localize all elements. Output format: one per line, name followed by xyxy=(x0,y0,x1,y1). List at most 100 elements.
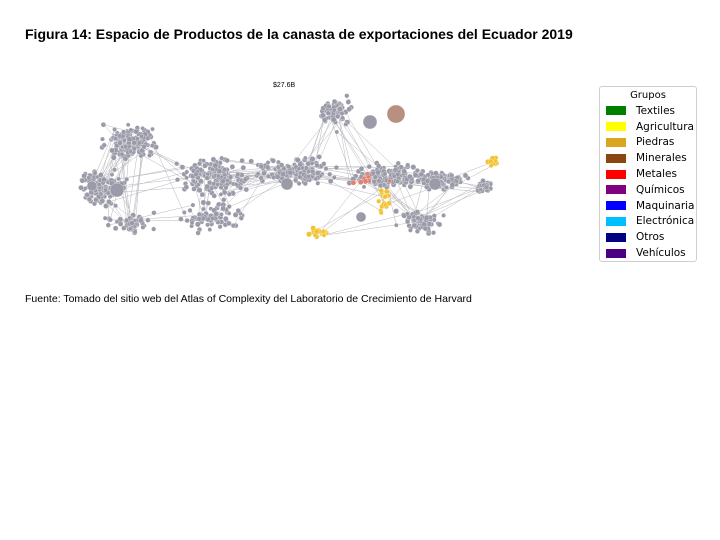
product-node xyxy=(145,217,151,223)
product-node xyxy=(483,184,490,190)
product-node xyxy=(315,180,321,186)
product-node xyxy=(224,157,230,164)
product-node xyxy=(189,220,195,226)
product-node xyxy=(86,180,98,192)
product-node xyxy=(376,163,382,169)
product-node xyxy=(339,111,345,116)
product-node xyxy=(382,194,388,200)
product-node xyxy=(327,171,333,177)
product-node xyxy=(196,211,202,217)
product-node xyxy=(286,164,292,170)
legend-label: Maquinaria xyxy=(636,199,695,212)
product-node xyxy=(387,178,392,184)
product-node xyxy=(371,178,377,185)
product-node xyxy=(109,182,125,198)
network-edge xyxy=(345,111,381,172)
product-node xyxy=(243,186,249,193)
product-node xyxy=(366,164,372,170)
network-edge xyxy=(238,180,281,211)
product-node xyxy=(175,177,180,183)
product-node xyxy=(226,211,232,216)
legend-swatch xyxy=(606,137,626,147)
product-node xyxy=(218,192,224,197)
product-node xyxy=(220,205,226,212)
product-node xyxy=(125,122,131,128)
product-node xyxy=(326,103,332,109)
product-node xyxy=(229,164,236,170)
product-node xyxy=(395,160,401,166)
legend-label: Otros xyxy=(636,231,665,244)
product-node xyxy=(449,182,456,188)
product-node xyxy=(210,166,215,172)
product-node xyxy=(376,178,382,184)
legend-item: Metales xyxy=(600,166,696,182)
product-node xyxy=(121,129,127,135)
product-node xyxy=(109,172,115,177)
product-node xyxy=(128,226,133,232)
product-node xyxy=(133,128,139,135)
product-node xyxy=(83,186,88,191)
product-node xyxy=(210,216,215,221)
network-edge xyxy=(335,122,385,204)
product-node xyxy=(223,215,229,222)
product-node xyxy=(216,168,223,174)
product-node xyxy=(92,170,98,176)
product-node xyxy=(337,106,343,112)
total-export-label: $27.6B xyxy=(273,82,296,89)
product-node xyxy=(418,171,425,178)
product-node xyxy=(365,174,371,180)
product-node xyxy=(340,115,345,121)
product-node xyxy=(313,228,320,235)
product-node xyxy=(255,171,261,177)
product-node xyxy=(226,191,232,197)
product-node xyxy=(124,177,130,182)
product-node xyxy=(110,154,117,161)
product-node xyxy=(232,211,239,218)
product-node xyxy=(335,113,341,119)
product-node xyxy=(199,191,206,198)
product-node xyxy=(98,172,104,178)
legend-label: Piedras xyxy=(636,136,675,149)
network-edge xyxy=(229,174,304,195)
product-node xyxy=(103,187,108,193)
product-node xyxy=(102,215,108,221)
product-node xyxy=(407,183,414,190)
product-node xyxy=(211,181,217,187)
product-node xyxy=(131,140,137,146)
legend-label: Agricultura xyxy=(636,120,694,133)
product-node xyxy=(221,197,227,203)
product-node xyxy=(296,166,302,171)
legend-label: Metales xyxy=(636,168,677,181)
product-node xyxy=(303,155,308,161)
legend-item: Piedras xyxy=(600,135,696,151)
product-node xyxy=(195,230,201,236)
network-edge xyxy=(323,182,389,232)
product-node xyxy=(193,171,199,177)
product-node xyxy=(280,177,294,191)
product-node xyxy=(122,155,129,162)
product-node xyxy=(346,106,352,112)
product-node xyxy=(306,231,312,238)
product-node xyxy=(401,168,408,175)
product-node xyxy=(415,215,421,221)
legend-swatch xyxy=(606,122,626,132)
legend-title: Grupos xyxy=(630,90,666,101)
product-node xyxy=(217,224,223,230)
legend-label: Químicos xyxy=(636,183,685,196)
product-node xyxy=(211,193,217,199)
network-edge xyxy=(337,108,350,183)
source-note: Fuente: Tomado del sitio web del Atlas o… xyxy=(25,293,472,305)
product-node xyxy=(480,178,486,184)
product-node xyxy=(323,166,329,172)
product-node xyxy=(423,215,430,221)
product-node xyxy=(411,214,417,220)
legend-item: Minerales xyxy=(600,150,696,166)
product-node xyxy=(116,176,121,182)
product-node xyxy=(101,142,107,148)
product-node xyxy=(113,203,118,209)
product-node xyxy=(119,151,125,157)
product-node xyxy=(181,210,187,215)
legend-item: Textiles xyxy=(600,103,696,119)
product-node xyxy=(378,210,384,216)
product-node xyxy=(196,187,203,194)
